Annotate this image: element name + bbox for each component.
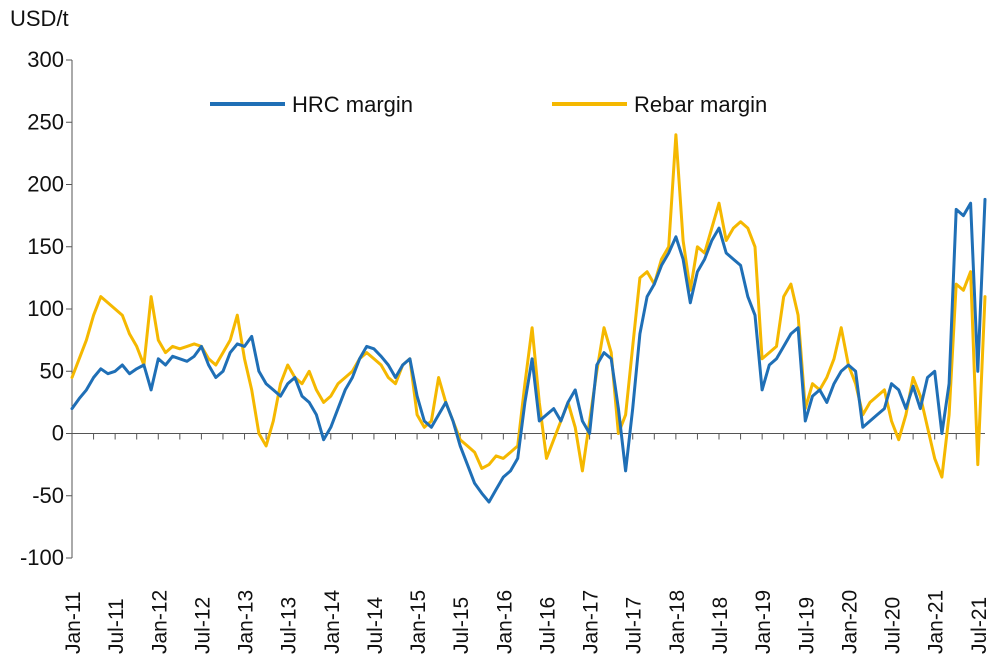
y-tick-label: 300 bbox=[27, 47, 64, 72]
legend-label-hrc-margin: HRC margin bbox=[292, 92, 413, 117]
y-tick-label: 0 bbox=[52, 421, 64, 446]
x-tick-label: Jul-17 bbox=[623, 597, 646, 654]
x-tick-label: Jan-17 bbox=[580, 590, 603, 654]
x-tick-label: Jul-14 bbox=[364, 596, 387, 654]
x-tick-label: Jul-12 bbox=[191, 597, 214, 654]
legend-label-rebar-margin: Rebar margin bbox=[634, 92, 767, 117]
x-tick-label: Jul-15 bbox=[450, 597, 473, 654]
x-tick-label: Jan-18 bbox=[666, 590, 689, 654]
series-layer bbox=[70, 133, 987, 504]
x-tick-label: Jul-20 bbox=[882, 597, 905, 654]
y-tick-label: 250 bbox=[27, 109, 64, 134]
y-axis: -100 -50 0 50 100 150 200 250 300 bbox=[20, 47, 73, 570]
x-tick-label: Jan-19 bbox=[752, 590, 775, 654]
y-tick-label: 50 bbox=[40, 358, 64, 383]
x-axis: Jan-11 Jul-11 Jan-12 Jul-12 Jan-13 Jul-13 Jan-… bbox=[62, 433, 991, 654]
x-tick-label: Jul-19 bbox=[795, 597, 818, 654]
x-tick-label: Jul-13 bbox=[278, 597, 301, 654]
x-tick-label: Jul-18 bbox=[709, 597, 732, 654]
x-tick-label: Jul-16 bbox=[536, 597, 559, 654]
x-tick-label: Jan-13 bbox=[235, 590, 258, 654]
y-axis-unit-label: USD/t bbox=[10, 6, 69, 31]
x-tick-label: Jan-20 bbox=[838, 590, 861, 654]
x-tick-label: Jan-14 bbox=[321, 589, 344, 654]
x-tick-label: Jul-11 bbox=[105, 598, 128, 654]
y-tick-label: 200 bbox=[27, 172, 64, 197]
y-tick-label: -50 bbox=[32, 483, 64, 508]
y-tick-label: 150 bbox=[27, 234, 64, 259]
x-tick-label: Jan-15 bbox=[407, 590, 430, 654]
y-tick-label: 100 bbox=[27, 296, 64, 321]
series-line-hrc-margin bbox=[70, 197, 987, 504]
x-tick-label: Jan-16 bbox=[493, 590, 516, 654]
x-tick-label: Jan-12 bbox=[148, 590, 171, 654]
series-line-rebar-margin bbox=[70, 133, 987, 479]
x-tick-label: Jan-21 bbox=[925, 590, 948, 654]
x-tick-label: Jan-11 bbox=[62, 591, 85, 654]
y-tick-label: -100 bbox=[20, 545, 64, 570]
legend: HRC margin Rebar margin bbox=[210, 92, 767, 117]
x-tick-label: Jul-21 bbox=[968, 597, 991, 654]
